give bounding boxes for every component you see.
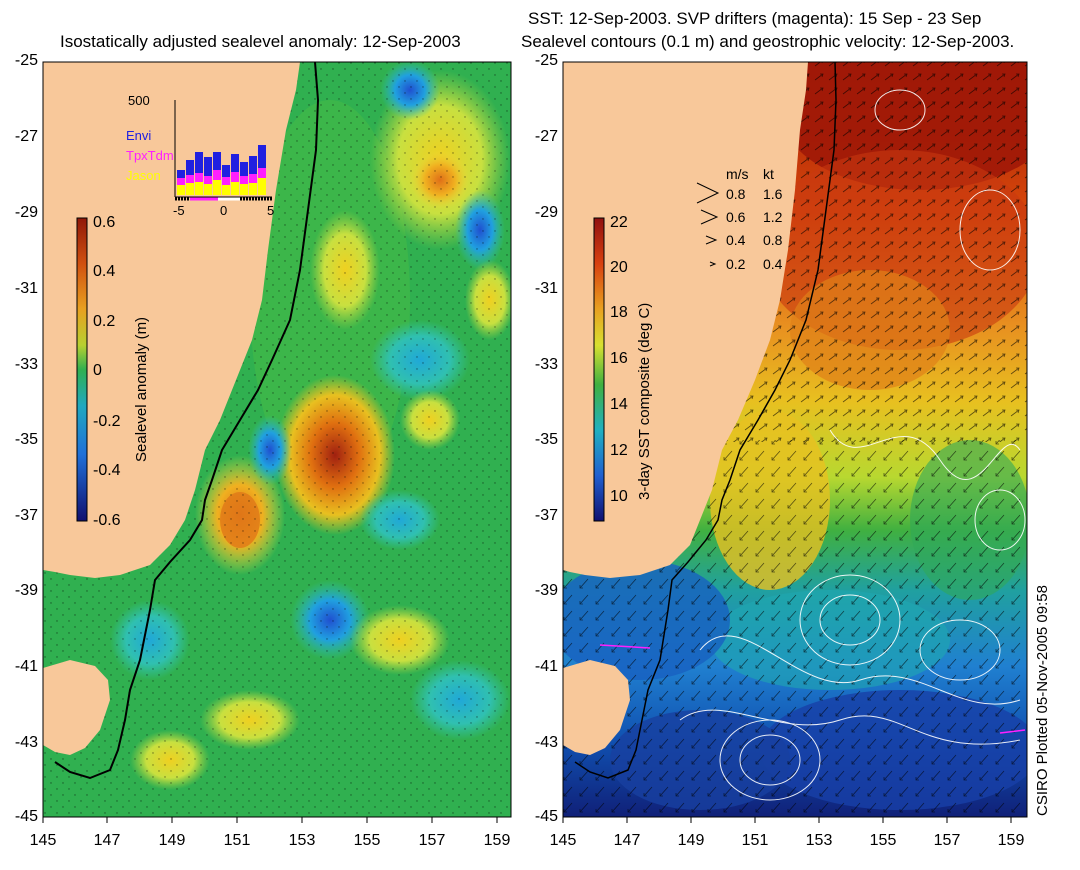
x-tick-label: 155	[353, 832, 381, 849]
x-tick-label: 151	[741, 832, 769, 849]
inset-xtick-5: 5	[267, 203, 275, 218]
right-cb-tick: 20	[610, 259, 628, 276]
left-cb-tick: 0.6	[93, 214, 116, 231]
right-map-frame	[562, 61, 1028, 818]
inset-ymax-label: 500	[128, 93, 150, 108]
inset-legend-jason: Jason	[126, 168, 161, 183]
velocity-row-kt: 1.6	[763, 186, 783, 202]
left-panel-title: Isostatically adjusted sealevel anomaly:…	[60, 32, 461, 51]
y-tick-label: -37	[14, 507, 38, 524]
x-tick-label: 145	[29, 832, 57, 849]
inset-xtick-0: 0	[220, 203, 228, 218]
x-tick-label: 147	[93, 832, 121, 849]
velocity-header-kt: kt	[763, 166, 774, 182]
y-tick-label: -33	[14, 356, 38, 373]
right-colorbar	[593, 217, 605, 522]
inset-legend-envi: Envi	[126, 128, 152, 143]
y-tick-label: -43	[534, 734, 558, 751]
y-tick-label: -45	[14, 808, 38, 825]
right-colorbar-label: 3-day SST composite (deg C)	[636, 302, 653, 500]
left-map-frame	[42, 61, 512, 818]
y-tick-label: -29	[534, 204, 558, 221]
left-cb-tick: 0.4	[93, 263, 116, 280]
left-cb-tick: 0	[93, 362, 102, 379]
inset-xtick-neg5: -5	[173, 203, 185, 218]
y-tick-label: -31	[534, 280, 558, 297]
x-tick-label: 153	[805, 832, 833, 849]
velocity-row-ms: 0.2	[726, 256, 746, 272]
y-tick-label: -35	[534, 431, 558, 448]
x-tick-label: 155	[869, 832, 897, 849]
left-cb-tick: -0.2	[93, 413, 121, 430]
velocity-header-ms: m/s	[726, 166, 749, 182]
right-cb-tick: 22	[610, 214, 628, 231]
x-tick-label: 151	[223, 832, 251, 849]
x-tick-label: 157	[418, 832, 446, 849]
left-cb-tick: -0.6	[93, 512, 121, 529]
x-tick-label: 153	[288, 832, 316, 849]
x-tick-label: 157	[933, 832, 961, 849]
left-map-field	[43, 62, 511, 817]
x-tick-label: 149	[158, 832, 186, 849]
y-tick-label: -39	[534, 582, 558, 599]
velocity-row-ms: 0.8	[726, 186, 746, 202]
right-cb-tick: 14	[610, 396, 628, 413]
y-tick-label: -27	[534, 128, 558, 145]
y-tick-label: -29	[14, 204, 38, 221]
y-tick-label: -41	[534, 658, 558, 675]
x-tick-label: 147	[613, 832, 641, 849]
left-colorbar-label: Sealevel anomaly (m)	[133, 316, 150, 462]
left-colorbar	[76, 217, 88, 522]
right-cb-tick: 12	[610, 442, 628, 459]
right-panel-title-line1: SST: 12-Sep-2003. SVP drifters (magenta)…	[528, 9, 982, 28]
y-tick-label: -35	[14, 431, 38, 448]
y-tick-label: -41	[14, 658, 38, 675]
x-tick-label: 159	[483, 832, 511, 849]
left-cb-tick: -0.4	[93, 462, 121, 479]
y-tick-label: -43	[14, 734, 38, 751]
left-cb-tick: 0.2	[93, 313, 116, 330]
velocity-row-ms: 0.4	[726, 232, 746, 248]
x-tick-label: 159	[997, 832, 1025, 849]
y-tick-label: -37	[534, 507, 558, 524]
inset-histogram	[174, 100, 272, 201]
y-tick-label: -45	[534, 808, 558, 825]
y-tick-label: -39	[14, 582, 38, 599]
velocity-row-ms: 0.6	[726, 209, 746, 225]
right-cb-tick: 10	[610, 488, 628, 505]
right-map-field	[563, 62, 1027, 817]
y-tick-label: -25	[534, 52, 558, 69]
y-tick-label: -33	[534, 356, 558, 373]
plot-credit: CSIRO Plotted 05-Nov-2005 09:58	[1034, 585, 1051, 816]
x-tick-label: 145	[549, 832, 577, 849]
velocity-legend-arrows	[696, 182, 720, 267]
right-cb-tick: 16	[610, 350, 628, 367]
y-tick-label: -25	[14, 52, 38, 69]
velocity-row-kt: 0.4	[763, 256, 783, 272]
right-cb-tick: 18	[610, 304, 628, 321]
inset-legend-tpxtdm: TpxTdm	[126, 148, 174, 163]
y-tick-label: -27	[14, 128, 38, 145]
x-tick-label: 149	[677, 832, 705, 849]
right-panel-title-line2: Sealevel contours (0.1 m) and geostrophi…	[521, 32, 1015, 51]
velocity-row-kt: 0.8	[763, 232, 783, 248]
axis-ticks	[42, 817, 1012, 823]
velocity-row-kt: 1.2	[763, 209, 783, 225]
y-tick-label: -31	[14, 280, 38, 297]
